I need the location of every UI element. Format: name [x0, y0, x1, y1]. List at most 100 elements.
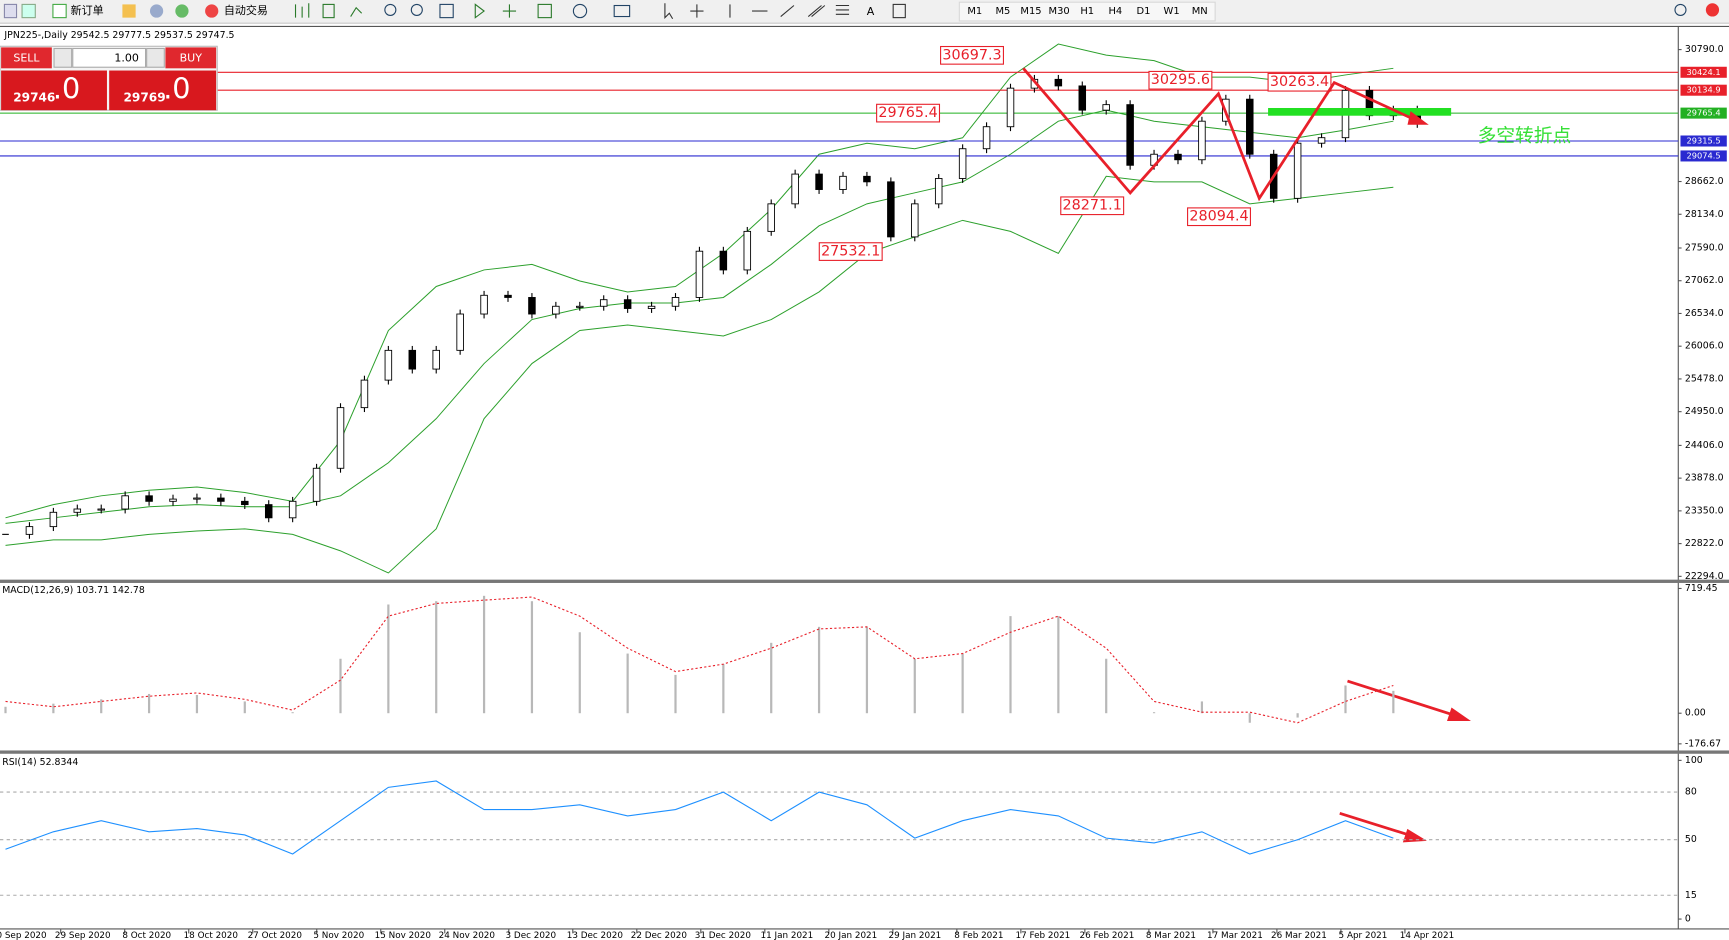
x-tick-label: 26 Mar 2021: [1271, 931, 1327, 940]
x-tick-label: 14 Apr 2021: [1400, 931, 1454, 940]
candle: [264, 504, 273, 519]
analysis-drawings: [1022, 67, 1471, 843]
macd-bar: [1344, 685, 1347, 714]
auto-trade[interactable]: 自动交易: [224, 3, 268, 17]
cursor[interactable]: [664, 3, 674, 20]
y-tick-label: 22294.0: [1685, 571, 1724, 582]
x-tick-label: 26 Feb 2021: [1080, 931, 1135, 940]
buy-price[interactable]: 29769: [124, 91, 166, 105]
chart-tools: [294, 3, 631, 19]
new-order-icon[interactable]: [52, 3, 67, 19]
sell-button[interactable]: [1, 47, 52, 69]
y-tick-label: 27062.0: [1685, 275, 1724, 286]
crosshair[interactable]: [690, 4, 704, 18]
fibo[interactable]: [835, 4, 850, 15]
annotation: 30697.3: [942, 47, 1001, 63]
annotation: 28271.1: [1063, 198, 1122, 214]
macd-bar: [100, 699, 103, 714]
lot-up[interactable]: [146, 47, 165, 68]
candle: [887, 181, 895, 238]
macd-bar: [1009, 616, 1012, 714]
icon[interactable]: [21, 3, 36, 19]
candle: [1054, 78, 1063, 87]
trendline[interactable]: [780, 5, 795, 17]
text-tool[interactable]: A: [867, 5, 875, 18]
icon[interactable]: [175, 4, 189, 18]
candle: [982, 126, 991, 150]
candle: [958, 148, 967, 179]
new-order[interactable]: 新订单: [71, 3, 104, 17]
sell-label[interactable]: SELL: [13, 51, 40, 64]
y-tick-label: 50: [1685, 834, 1697, 845]
annotation-box: [1148, 70, 1213, 90]
sell-digits[interactable]: .0: [53, 71, 80, 105]
macd-bar: [1296, 713, 1299, 718]
candle: [169, 498, 177, 502]
candle: [121, 495, 129, 510]
icon[interactable]: [149, 4, 164, 18]
x-tick-label: 17 Feb 2021: [1016, 931, 1071, 940]
channel[interactable]: [807, 5, 826, 17]
icon[interactable]: [294, 3, 310, 18]
chart-area: [0, 26, 1729, 940]
support-bar: [1268, 107, 1452, 116]
candle: [647, 305, 656, 309]
icon[interactable]: [3, 3, 18, 19]
y-tick-label: 26534.0: [1685, 308, 1724, 319]
icon[interactable]: [502, 4, 517, 18]
buy-label[interactable]: BUY: [180, 51, 203, 64]
icon[interactable]: [572, 3, 588, 19]
annotation: 27532.1: [821, 244, 880, 260]
macd-bar: [578, 632, 581, 714]
buy-price-box[interactable]: [109, 70, 217, 111]
y-tick-label: -176.67: [1685, 738, 1721, 749]
label-tool[interactable]: [892, 3, 906, 19]
candle: [480, 294, 488, 315]
candle: [288, 500, 297, 519]
macd-bar: [1105, 658, 1108, 714]
icon[interactable]: [474, 3, 485, 19]
symbol-info: JPN225-,Daily 29542.5 29777.5 29537.5 29…: [3, 30, 234, 41]
lot-value[interactable]: 1.00: [114, 51, 139, 64]
lot-down[interactable]: [53, 47, 73, 68]
y-tick-label: 25478.0: [1685, 373, 1724, 384]
zoom-in[interactable]: [384, 3, 397, 16]
price-panel: 30790.0 28662.0 28134.0 27590.0 27062.0 26534…: [0, 43, 1727, 582]
timeframe: H1: [1080, 6, 1094, 17]
arrow-head: [1407, 111, 1429, 125]
level-label: 30424.1: [1687, 67, 1721, 77]
icon[interactable]: [613, 4, 631, 18]
icon[interactable]: [122, 4, 136, 18]
icon[interactable]: [439, 3, 454, 19]
x-tick-label: 31 Dec 2020: [695, 931, 752, 940]
timeframe: H4: [1108, 6, 1122, 17]
sell-price-box[interactable]: [1, 70, 107, 111]
x-tick-label: 13 Dec 2020: [567, 931, 624, 940]
annotation: 28094.4: [1189, 209, 1248, 225]
timeframe: M1: [967, 6, 982, 17]
macd-title: MACD(12,26,9) 103.71 142.78: [2, 585, 145, 596]
candle: [456, 313, 464, 351]
candle: [1293, 142, 1302, 199]
buy-button[interactable]: [165, 47, 217, 69]
sell-price[interactable]: 29746: [13, 91, 55, 105]
note-text: 多空转折点: [1478, 126, 1572, 147]
candle: [25, 526, 34, 535]
auto-trade-icon[interactable]: [205, 4, 219, 18]
lot-input[interactable]: [72, 47, 147, 68]
icon[interactable]: [322, 3, 335, 19]
candle: [193, 497, 201, 500]
zoom-out[interactable]: [410, 3, 423, 16]
y-tick-label: 24950.0: [1685, 406, 1724, 417]
x-tick-label: 10 Sep 2020: [0, 931, 47, 940]
alert[interactable]: [1705, 3, 1720, 17]
search[interactable]: [1674, 3, 1687, 16]
toolbar: 新订单 自动交易 A: [0, 0, 1729, 24]
icon[interactable]: [537, 3, 552, 19]
macd-bar: [626, 653, 629, 714]
buy-digits[interactable]: .0: [163, 71, 190, 105]
level-label: 29765.4: [1687, 108, 1721, 118]
icon[interactable]: [350, 6, 363, 17]
macd-bar: [770, 642, 773, 714]
